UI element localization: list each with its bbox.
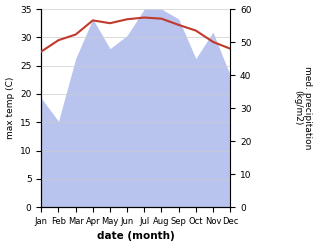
Y-axis label: med. precipitation
(kg/m2): med. precipitation (kg/m2) [293,66,313,150]
X-axis label: date (month): date (month) [97,231,175,242]
Y-axis label: max temp (C): max temp (C) [5,77,15,139]
